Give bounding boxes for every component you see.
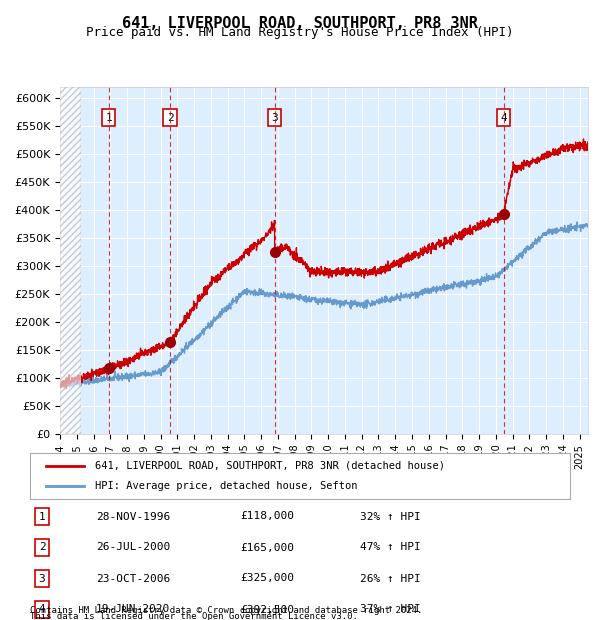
Text: 3: 3 <box>38 574 46 583</box>
Text: £325,000: £325,000 <box>240 574 294 583</box>
Text: 3: 3 <box>271 113 278 123</box>
Text: £118,000: £118,000 <box>240 512 294 521</box>
Text: £165,000: £165,000 <box>240 542 294 552</box>
Text: 641, LIVERPOOL ROAD, SOUTHPORT, PR8 3NR: 641, LIVERPOOL ROAD, SOUTHPORT, PR8 3NR <box>122 16 478 30</box>
Text: Contains HM Land Registry data © Crown copyright and database right 2024.: Contains HM Land Registry data © Crown c… <box>30 606 422 615</box>
Text: 28-NOV-1996: 28-NOV-1996 <box>96 512 170 521</box>
Text: 19-JUN-2020: 19-JUN-2020 <box>96 604 170 614</box>
Text: 2: 2 <box>167 113 173 123</box>
Text: 1: 1 <box>106 113 112 123</box>
Text: Price paid vs. HM Land Registry's House Price Index (HPI): Price paid vs. HM Land Registry's House … <box>86 26 514 39</box>
Text: 4: 4 <box>38 604 46 614</box>
Text: 26-JUL-2000: 26-JUL-2000 <box>96 542 170 552</box>
Text: 47% ↑ HPI: 47% ↑ HPI <box>360 542 421 552</box>
Text: This data is licensed under the Open Government Licence v3.0.: This data is licensed under the Open Gov… <box>30 612 358 620</box>
Text: HPI: Average price, detached house, Sefton: HPI: Average price, detached house, Seft… <box>95 481 358 491</box>
Text: 23-OCT-2006: 23-OCT-2006 <box>96 574 170 583</box>
Text: 2: 2 <box>38 542 46 552</box>
Text: 37% ↑ HPI: 37% ↑ HPI <box>360 604 421 614</box>
Text: 26% ↑ HPI: 26% ↑ HPI <box>360 574 421 583</box>
Text: 641, LIVERPOOL ROAD, SOUTHPORT, PR8 3NR (detached house): 641, LIVERPOOL ROAD, SOUTHPORT, PR8 3NR … <box>95 461 445 471</box>
Text: £392,500: £392,500 <box>240 604 294 614</box>
Text: 4: 4 <box>500 113 507 123</box>
Bar <box>60 87 73 434</box>
Text: 1: 1 <box>38 512 46 521</box>
Text: 32% ↑ HPI: 32% ↑ HPI <box>360 512 421 521</box>
